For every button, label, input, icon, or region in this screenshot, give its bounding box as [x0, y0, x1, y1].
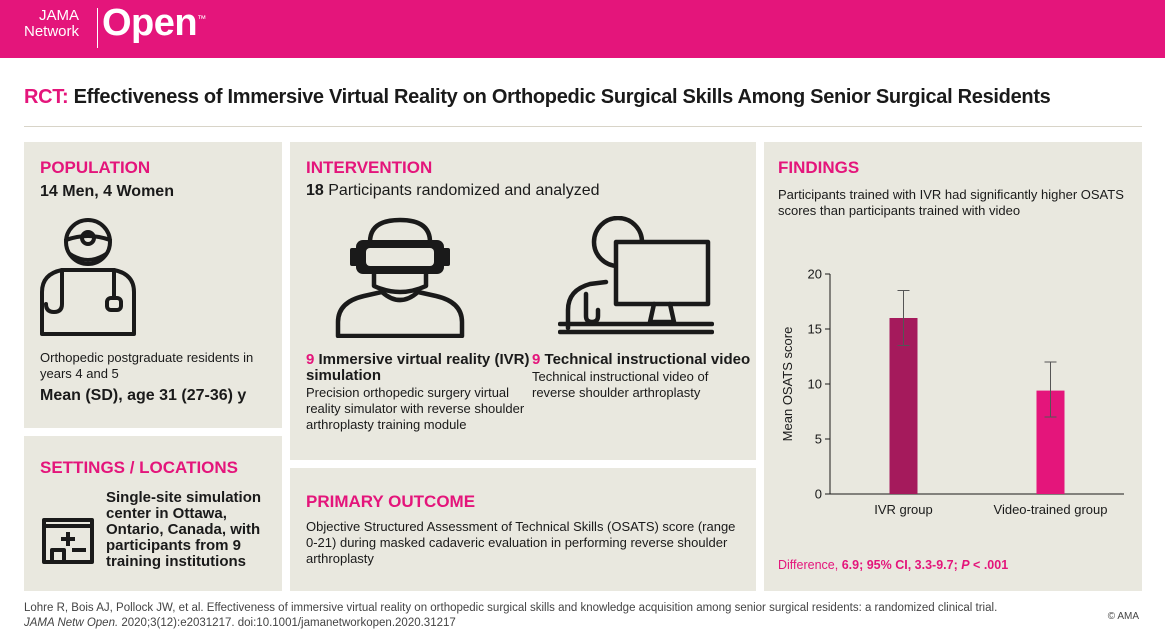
population-description: Orthopedic postgraduate residents in yea…: [40, 350, 254, 381]
intervention-summary-number: 18: [306, 182, 324, 199]
copyright: © AMA: [1107, 611, 1139, 622]
population-age: Mean (SD), age 31 (27-36) y: [40, 387, 247, 404]
logo-line-jama: JAMA: [39, 7, 80, 24]
ivr-arm-description: Precision orthopedic surgery virtual rea…: [306, 385, 525, 432]
population-summary: 14 Men, 4 Women: [40, 183, 174, 200]
population-heading: POPULATION: [40, 158, 151, 177]
y-tick-label: 5: [815, 432, 822, 447]
logo-open-text: Open: [102, 2, 198, 44]
title-text: Effectiveness of Immersive Virtual Reali…: [73, 86, 1051, 108]
difference-value: 6.9; 95% CI, 3.3-9.7;: [841, 558, 958, 572]
difference-label: Difference,: [778, 558, 839, 572]
citation: Lohre R, Bois AJ, Pollock JW, et al. Eff…: [24, 601, 1024, 631]
video-arm-description: Technical instructional video of reverse…: [532, 369, 709, 400]
findings-chart: Mean OSATS score 0 5 10 15 20 IVR group Video…: [780, 267, 1124, 517]
findings-panel: FINDINGS Participants trained with IVR h…: [764, 142, 1142, 591]
y-tick-label: 0: [815, 487, 822, 502]
y-tick-label: 15: [808, 322, 822, 337]
vr-headset-icon: [335, 217, 465, 338]
x-category-label: Video-trained group: [994, 502, 1108, 517]
outcome-heading: PRIMARY OUTCOME: [306, 492, 476, 511]
outcome-description: Objective Structured Assessment of Techn…: [306, 519, 736, 566]
y-tick-label: 20: [808, 267, 822, 282]
p-label: P: [961, 558, 970, 572]
logo-open: Open™: [102, 2, 206, 45]
ivr-arm-title-text: Immersive virtual reality (IVR) simulati…: [306, 351, 530, 384]
intervention-heading: INTERVENTION: [306, 158, 433, 177]
header-banner: JAMA Network Open™: [0, 0, 1165, 58]
video-arm-number: 9: [532, 351, 541, 368]
video-arm: 9 Technical instructional video Technica…: [532, 352, 752, 401]
ivr-arm-number: 9: [306, 351, 315, 368]
video-monitor-icon: [558, 216, 714, 335]
outcome-panel: PRIMARY OUTCOME Objective Structured Ass…: [290, 468, 756, 591]
ivr-arm-title: 9 Immersive virtual reality (IVR) simula…: [306, 352, 536, 384]
intervention-summary: 18 Participants randomized and analyzed: [306, 183, 600, 199]
title-divider: [24, 126, 1142, 127]
findings-description: Participants trained with IVR had signif…: [778, 187, 1124, 218]
population-panel: POPULATION 14 Men, 4 Women Orthopedic po…: [24, 142, 282, 428]
citation-text: Lohre R, Bois AJ, Pollock JW, et al. Eff…: [24, 602, 998, 614]
p-value: < .001: [973, 558, 1009, 572]
video-arm-title-text: Technical instructional video: [544, 351, 751, 368]
logo-text: JAMA Network: [24, 8, 79, 40]
ivr-arm: 9 Immersive virtual reality (IVR) simula…: [306, 352, 536, 433]
y-tick-label: 10: [808, 377, 822, 392]
logo-line-network: Network: [24, 23, 80, 40]
findings-difference: Difference, 6.9; 95% CI, 3.3-9.7; P < .0…: [778, 557, 1008, 573]
page-title: RCT: Effectiveness of Immersive Virtual …: [24, 86, 1164, 109]
citation-details: 2020;3(12):e2031217. doi:10.1001/jamanet…: [121, 617, 456, 629]
video-arm-title: 9 Technical instructional video: [532, 352, 752, 368]
settings-description: Single-site simulation center in Ottawa,…: [106, 489, 262, 570]
settings-panel: SETTINGS / LOCATIONS Single-site simulat…: [24, 436, 282, 591]
hospital-icon: [42, 518, 94, 564]
citation-journal: JAMA Netw Open.: [24, 617, 119, 629]
settings-heading: SETTINGS / LOCATIONS: [40, 458, 239, 477]
bar-0: [889, 318, 918, 494]
x-category-label: IVR group: [874, 502, 933, 517]
intervention-summary-text: Participants randomized and analyzed: [328, 182, 600, 199]
surgeon-icon: [40, 218, 136, 336]
intervention-panel: INTERVENTION 18 Participants randomized …: [290, 142, 756, 460]
findings-heading: FINDINGS: [778, 158, 860, 177]
title-tag: RCT:: [24, 86, 69, 108]
chart-y-axis-label: Mean OSATS score: [780, 327, 795, 442]
logo-divider: [97, 8, 98, 48]
logo-trademark: ™: [197, 13, 206, 24]
